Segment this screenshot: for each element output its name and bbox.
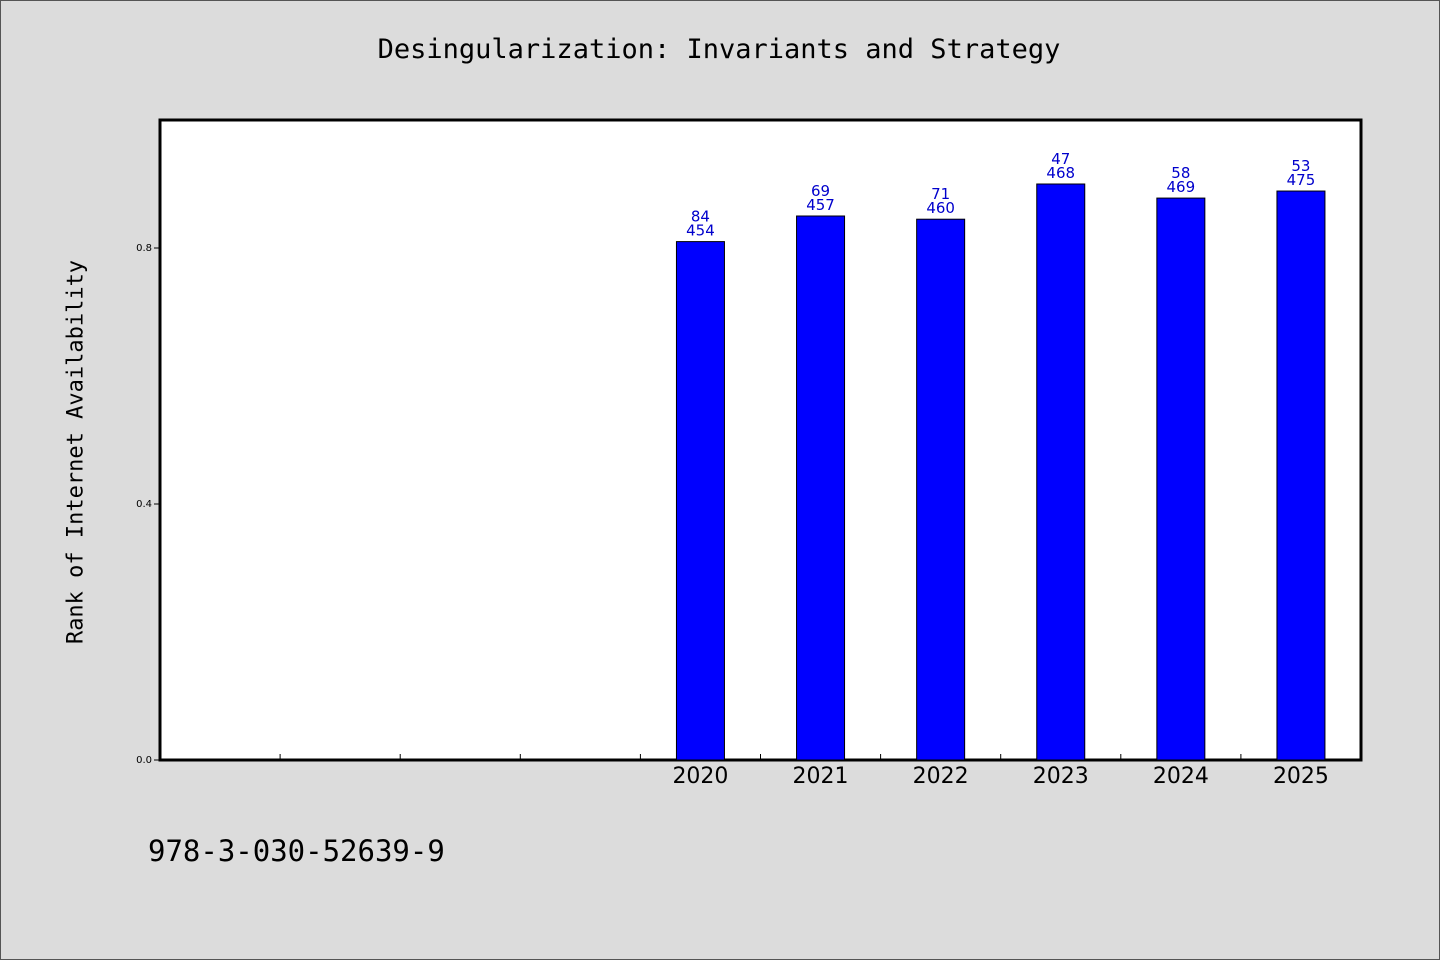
bar xyxy=(1036,183,1086,761)
bar-label-top: 69 xyxy=(811,182,830,200)
bar-label-bottom: 468 xyxy=(1046,164,1075,182)
x-tick-label: 2022 xyxy=(913,764,969,789)
y-tick-label: 0.4 xyxy=(136,499,152,510)
bar-label-top: 53 xyxy=(1291,157,1310,175)
y-tick-label: 0.0 xyxy=(136,755,152,766)
y-tick-label: 0.8 xyxy=(136,243,152,254)
bars xyxy=(675,183,1326,761)
bar-label-bottom: 469 xyxy=(1167,178,1196,196)
bar-label-bottom: 475 xyxy=(1287,171,1316,189)
x-axis-ticks xyxy=(279,754,1242,760)
bar xyxy=(796,215,846,761)
x-tick-label: 2025 xyxy=(1273,764,1329,789)
bar xyxy=(1276,190,1326,761)
x-tick-label: 2023 xyxy=(1033,764,1089,789)
bar-label-bottom: 457 xyxy=(806,196,835,214)
x-tick-label: 2021 xyxy=(793,764,849,789)
bar xyxy=(1156,197,1206,761)
bar-label-bottom: 454 xyxy=(686,222,715,240)
bar-label-bottom: 460 xyxy=(926,199,955,217)
bar-label-top: 84 xyxy=(691,208,710,226)
chart-title: Desingularization: Invariants and Strate… xyxy=(377,34,1061,65)
bar xyxy=(916,218,966,761)
y-axis-ticks: 0.0 0.4 0.8 xyxy=(136,243,160,766)
x-tick-label: 2024 xyxy=(1153,764,1209,789)
bar-label-top: 71 xyxy=(931,185,950,203)
isbn-footer: 978-3-030-52639-9 xyxy=(148,834,445,868)
bar-label-top: 58 xyxy=(1171,164,1190,182)
bar-label-top: 47 xyxy=(1051,150,1070,168)
bar xyxy=(675,241,725,761)
x-tick-label: 2020 xyxy=(672,764,728,789)
